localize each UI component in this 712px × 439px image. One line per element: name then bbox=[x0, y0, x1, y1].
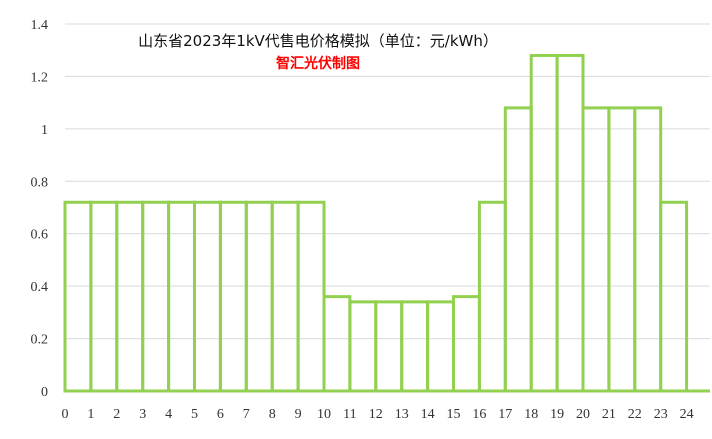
bar-hour-23 bbox=[659, 200, 689, 393]
x-tick-label: 21 bbox=[602, 407, 616, 422]
bar-hour-0 bbox=[63, 200, 93, 393]
bar-hour-2 bbox=[115, 200, 145, 393]
bar-hour-20 bbox=[581, 106, 611, 393]
y-tick-label: 1.2 bbox=[31, 70, 49, 85]
x-tick-label: 4 bbox=[165, 407, 172, 422]
x-tick-label: 2 bbox=[113, 407, 120, 422]
y-tick-label: 0.2 bbox=[31, 333, 49, 348]
bar-hour-8 bbox=[270, 200, 300, 393]
bar-hour-9 bbox=[296, 200, 326, 393]
bar-hour-4 bbox=[167, 200, 197, 393]
bar-hour-11 bbox=[348, 300, 378, 393]
bar-hour-19 bbox=[555, 53, 585, 393]
x-tick-label: 13 bbox=[395, 407, 409, 422]
y-tick-label: 0.6 bbox=[31, 228, 49, 243]
bar-hour-15 bbox=[452, 295, 481, 393]
x-tick-label: 16 bbox=[472, 407, 486, 422]
x-tick-label: 19 bbox=[550, 407, 564, 422]
x-tick-label: 11 bbox=[343, 407, 356, 422]
y-tick-label: 0.4 bbox=[31, 280, 49, 295]
y-axis-ticks: 0 0.2 0.4 0.6 0.8 1 1.2 1.4 bbox=[31, 18, 49, 400]
y-tick-label: 0.8 bbox=[31, 175, 49, 190]
gridlines bbox=[65, 23, 710, 340]
x-tick-label: 5 bbox=[191, 407, 198, 422]
bar-hour-13 bbox=[400, 300, 430, 393]
x-tick-label: 7 bbox=[243, 407, 250, 422]
x-axis-ticks: 0 1 2 3 4 5 6 7 8 9 10 11 12 13 14 15 16 17 18 19 20 21 22 23 24 bbox=[62, 407, 694, 422]
bar-hour-7 bbox=[244, 200, 274, 393]
bar-hour-18 bbox=[529, 53, 559, 393]
x-tick-label: 22 bbox=[628, 407, 642, 422]
bar-hour-22 bbox=[633, 106, 663, 393]
x-tick-label: 3 bbox=[139, 407, 146, 422]
x-tick-label: 10 bbox=[317, 407, 331, 422]
chart-title: 山东省2023年1kV代售电价格模拟（单位：元/kWh） bbox=[138, 32, 498, 50]
bar-hour-10 bbox=[322, 295, 352, 393]
x-tick-label: 20 bbox=[576, 407, 590, 422]
x-tick-label: 8 bbox=[269, 407, 276, 422]
x-tick-label: 17 bbox=[498, 407, 512, 422]
y-tick-label: 1.4 bbox=[31, 18, 49, 33]
bar-hour-16 bbox=[477, 200, 507, 393]
bar-hour-14 bbox=[426, 300, 456, 393]
x-tick-label: 18 bbox=[524, 407, 538, 422]
bar-hour-21 bbox=[607, 106, 637, 393]
x-tick-label: 6 bbox=[217, 407, 224, 422]
y-tick-label: 1 bbox=[41, 123, 48, 138]
bar-hour-1 bbox=[89, 200, 119, 393]
x-tick-label: 14 bbox=[421, 407, 435, 422]
bars bbox=[63, 53, 689, 393]
bar-hour-17 bbox=[503, 106, 533, 393]
y-tick-label: 0 bbox=[41, 385, 48, 400]
x-tick-label: 1 bbox=[87, 407, 94, 422]
x-tick-label: 15 bbox=[447, 407, 461, 422]
bar-hour-12 bbox=[374, 300, 404, 393]
x-tick-label: 9 bbox=[295, 407, 302, 422]
bar-hour-6 bbox=[218, 200, 248, 393]
chart-subtitle: 智汇光伏制图 bbox=[275, 55, 360, 72]
x-tick-label: 23 bbox=[654, 407, 668, 422]
bar-hour-5 bbox=[193, 200, 222, 393]
x-tick-label: 12 bbox=[369, 407, 383, 422]
x-tick-label: 0 bbox=[62, 407, 69, 422]
bar-hour-3 bbox=[141, 200, 171, 393]
x-tick-label: 24 bbox=[680, 407, 694, 422]
